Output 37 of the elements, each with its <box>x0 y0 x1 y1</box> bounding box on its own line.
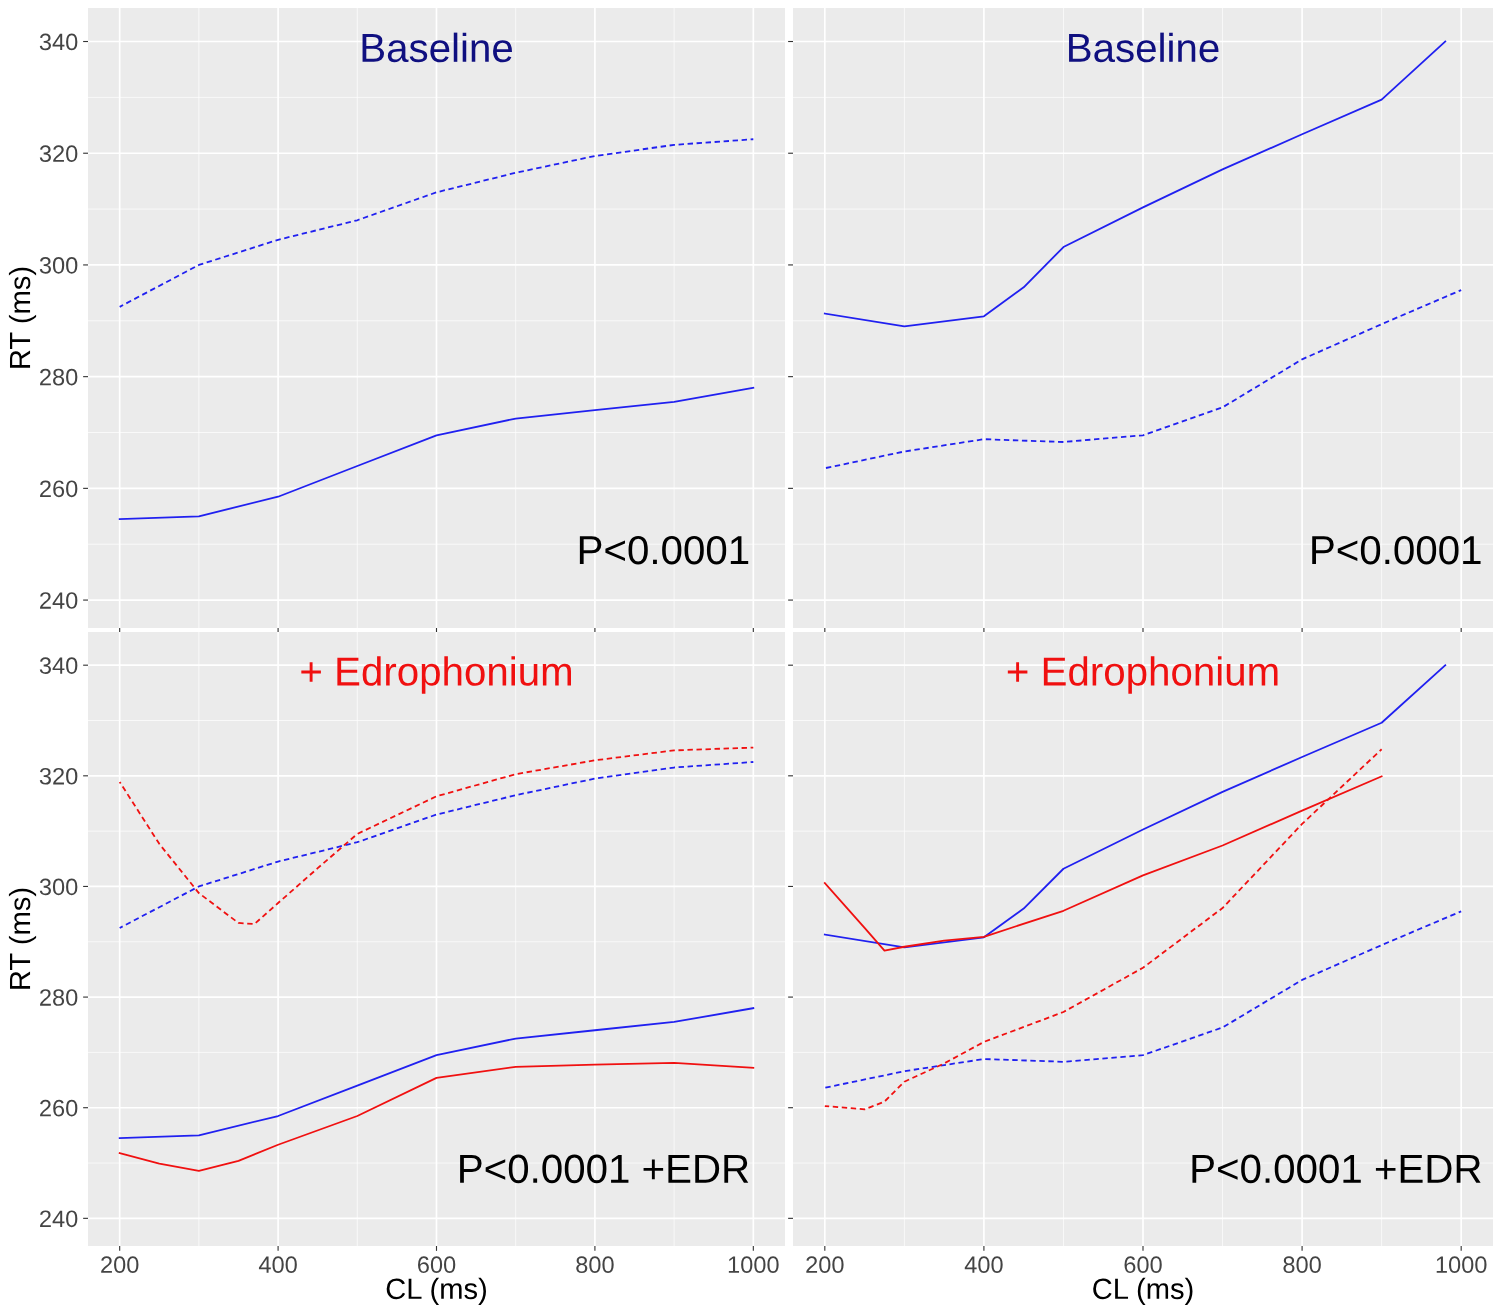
y-tick-label: 280 <box>40 368 78 386</box>
x-tick-label: 400 <box>258 1256 297 1274</box>
x-tick-label: 1000 <box>1436 1256 1487 1274</box>
y-axis-title: RT (ms) <box>8 888 37 989</box>
y-tick-label: 260 <box>40 1099 78 1117</box>
y-axis-title: RT (ms) <box>8 267 37 368</box>
y-tick-label: 340 <box>39 657 78 674</box>
y-tick-label: 260 <box>40 480 78 498</box>
x-tick-label: 200 <box>806 1256 844 1274</box>
annotation: P<0.0001 <box>1312 535 1481 565</box>
chart-title: Baseline <box>362 32 512 63</box>
y-tick-label: 300 <box>39 878 78 896</box>
annotation: P<0.0001 +EDR <box>1192 1154 1481 1184</box>
line-series <box>118 386 755 520</box>
chart-title: Baseline <box>1069 32 1219 63</box>
x-tick-label: 800 <box>1283 1256 1321 1274</box>
line-series <box>118 1007 755 1140</box>
y-tick-label: 280 <box>40 989 78 1006</box>
x-tick-label: 800 <box>576 1256 614 1274</box>
x-tick-label: 400 <box>964 1256 1003 1274</box>
annotation: P<0.0001 <box>579 535 749 565</box>
y-tick-label: 300 <box>39 257 78 274</box>
text: + Edrophonium <box>301 656 571 694</box>
x-tick-label: 600 <box>418 1256 456 1274</box>
y-tick-label: 240 <box>40 592 78 609</box>
text: + Edrophonium <box>1007 656 1278 694</box>
x-tick-label: 200 <box>101 1256 139 1274</box>
annotation: P<0.0001 +EDR <box>460 1154 749 1184</box>
y-tick-label: 320 <box>39 767 78 785</box>
x-tick-label: 1000 <box>728 1256 779 1274</box>
x-axis-title: CL (ms) <box>1093 1277 1193 1305</box>
line-series <box>118 138 755 308</box>
x-axis-title: CL (ms) <box>386 1277 486 1305</box>
y-tick-label: 340 <box>39 33 78 51</box>
x-tick-label: 600 <box>1124 1256 1162 1274</box>
y-tick-label: 320 <box>39 145 78 163</box>
y-tick-label: 240 <box>40 1210 78 1228</box>
